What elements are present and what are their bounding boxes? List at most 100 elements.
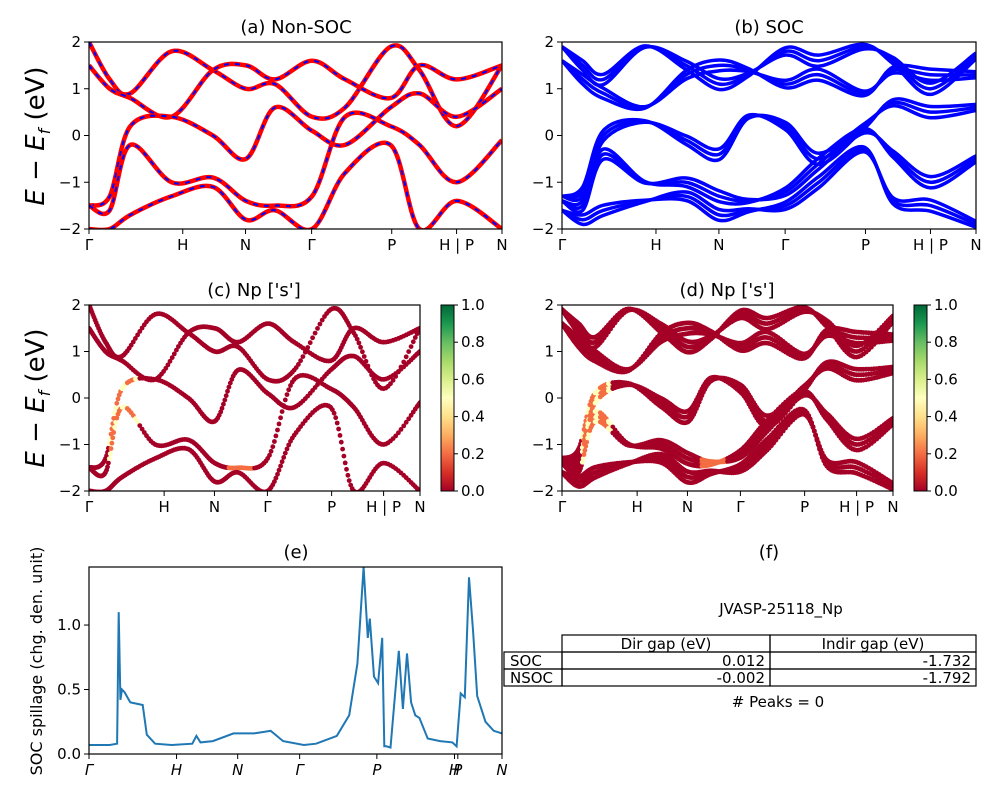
- x-tick-label: H | P: [839, 498, 874, 516]
- projection-point: [319, 317, 325, 323]
- projection-point: [286, 442, 292, 448]
- projection-point: [273, 475, 279, 481]
- x-tick-label: Γ: [558, 236, 567, 254]
- projection-point: [298, 358, 303, 364]
- projection-point: [390, 377, 396, 383]
- projection-point: [586, 431, 592, 437]
- projection-point: [272, 439, 277, 444]
- spillage-ylabel: SOC spillage (chg. den. unit): [27, 547, 46, 776]
- colorbar-tick-label: 1.0: [934, 296, 958, 314]
- y-tick-label: −1: [59, 173, 81, 191]
- band-line-nonsoc: [89, 110, 502, 217]
- projection-point: [284, 446, 290, 452]
- projection-point: [112, 424, 118, 430]
- projection-point: [396, 430, 401, 436]
- y-tick-label: 2: [71, 296, 81, 314]
- projection-point: [221, 401, 226, 407]
- projection-point: [107, 451, 113, 457]
- series-group: [562, 305, 893, 491]
- panel-e-title: (e): [283, 542, 308, 563]
- projection-point: [282, 397, 288, 403]
- x-tick-label: Γ: [85, 236, 94, 254]
- x-tick-label: P: [387, 236, 396, 254]
- projection-point: [275, 427, 280, 433]
- projection-point: [227, 380, 233, 386]
- series-group: [89, 305, 420, 491]
- projection-point: [139, 426, 145, 432]
- series-group: [89, 42, 502, 229]
- x-tick-label: H: [171, 761, 182, 779]
- projection-point: [412, 335, 418, 340]
- projection-point: [581, 452, 587, 457]
- axes-frame: [88, 566, 503, 755]
- y-tick-label: 2: [544, 296, 554, 314]
- projection-point: [167, 358, 173, 364]
- x-tick-label: P: [372, 761, 382, 779]
- y-tick-label: 0: [71, 127, 81, 145]
- panel-d-title: (d) Np ['s']: [679, 280, 774, 301]
- projection-point: [115, 396, 121, 402]
- projection-point: [135, 332, 141, 338]
- table-material: JVASP-25118_Np: [718, 600, 843, 619]
- projection-point: [360, 349, 365, 355]
- projection-point: [111, 430, 117, 435]
- x-tick-label: Γ: [85, 498, 94, 516]
- y-tick-label: 2: [71, 33, 81, 51]
- table-row-label: SOC: [510, 652, 542, 670]
- colorbar-tick-label: 0.8: [461, 333, 485, 351]
- x-tick-label: Γ: [85, 761, 95, 779]
- y-tick-label: 1.0: [57, 616, 81, 634]
- x-tick-label: Γ: [736, 498, 745, 516]
- projection-point: [811, 428, 817, 434]
- projection-point: [106, 460, 111, 466]
- colorbar-tick-label: 0.4: [934, 408, 958, 426]
- x-tick-label: N: [240, 236, 251, 254]
- y-tick-label: 0: [71, 389, 81, 407]
- panel-a-title: (a) Non-SOC: [240, 17, 351, 38]
- x-tick-label: Γ: [781, 236, 790, 254]
- projection-point: [275, 471, 280, 477]
- x-tick-label: H | P: [439, 236, 474, 254]
- y-tick-label: −2: [59, 220, 81, 238]
- projection-point: [406, 416, 412, 422]
- projection-point: [813, 432, 818, 438]
- x-tick-label: P: [800, 498, 809, 516]
- y-tick-label: 1: [544, 80, 554, 98]
- y-tick-label: 0: [544, 127, 554, 145]
- panel-f-title: (f): [759, 542, 779, 563]
- projection-point: [133, 336, 138, 341]
- table-header-indir: Indir gap (eV): [822, 635, 925, 653]
- projection-point: [113, 420, 119, 425]
- projection-point: [312, 330, 318, 336]
- projection-point: [315, 326, 320, 331]
- projection-point: [317, 321, 323, 327]
- projection-point: [174, 347, 179, 353]
- projection-point: [403, 419, 409, 425]
- projection-point: [340, 446, 345, 452]
- projection-point: [106, 456, 112, 461]
- band-line-soc-overlay: [89, 87, 502, 207]
- projection-point: [296, 362, 301, 367]
- projection-point: [388, 381, 393, 387]
- projection-point: [300, 354, 306, 359]
- x-tick-label: H: [177, 236, 188, 254]
- projection-point: [354, 336, 360, 342]
- projection-point: [278, 415, 283, 421]
- projection-point: [406, 349, 412, 354]
- y-tick-label: 1: [71, 343, 81, 361]
- colorbar-tick-label: 1.0: [461, 296, 485, 314]
- spillage-line: [89, 567, 502, 749]
- colorbar-c: [440, 304, 455, 492]
- projection-point: [133, 416, 138, 422]
- x-tick-label: H | P: [366, 498, 401, 516]
- projection-point: [361, 354, 367, 359]
- band-line-nonsoc: [89, 140, 502, 229]
- colorbar-tick-label: 0.2: [934, 445, 958, 463]
- projection-point: [584, 439, 590, 445]
- projection-point: [279, 409, 285, 414]
- y-tick-label: 2: [544, 33, 554, 51]
- table-header-dir: Dir gap (eV): [621, 635, 712, 653]
- gap-table: JVASP-25118_Np Dir gap (eV) Indir gap (e…: [503, 600, 977, 711]
